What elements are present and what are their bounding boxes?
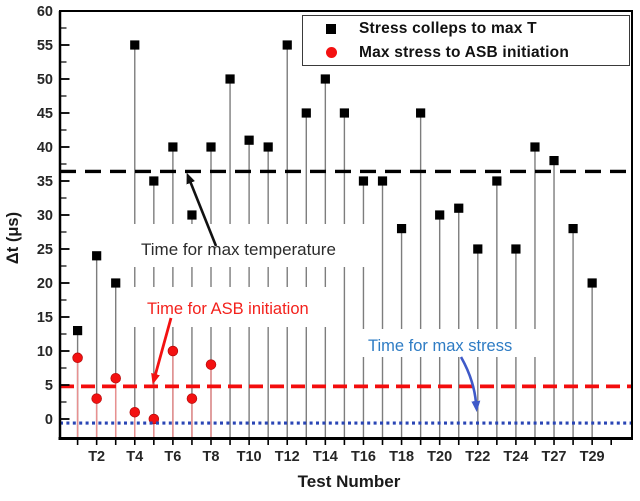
legend-label: Stress colleps to max T xyxy=(359,19,537,37)
data-point-square xyxy=(206,142,216,152)
max-stress-arrow xyxy=(459,356,481,412)
data-point-square xyxy=(130,40,140,50)
x-tick-label: T22 xyxy=(465,449,490,465)
data-point-square xyxy=(244,135,254,145)
x-tick-label: T18 xyxy=(389,449,414,465)
data-point-circle xyxy=(129,406,141,418)
data-point-square xyxy=(168,142,178,152)
data-point-circle xyxy=(91,393,102,404)
data-point-square xyxy=(92,251,102,261)
legend-item-stress-collapse: Stress colleps to max T xyxy=(303,17,629,41)
legend: Stress colleps to max T Max stress to AS… xyxy=(302,15,630,66)
data-point-square xyxy=(568,224,578,234)
asb-annotation-bg xyxy=(132,287,342,327)
legend-label: Max stress to ASB initiation xyxy=(359,43,570,61)
y-tick-label: 15 xyxy=(37,310,53,326)
data-point-circle xyxy=(186,393,198,404)
data-point-square xyxy=(73,326,83,336)
max-temp-annotation: Time for max temperature xyxy=(141,240,336,259)
data-point-square xyxy=(149,176,159,186)
x-tick-label: T2 xyxy=(88,449,105,465)
y-tick-label: 10 xyxy=(37,344,53,360)
x-tick-label: T12 xyxy=(275,449,300,465)
data-point-square xyxy=(377,176,388,186)
y-tick-label: 20 xyxy=(37,276,53,292)
data-point-square xyxy=(320,74,330,84)
y-tick-label: 55 xyxy=(37,38,53,54)
red-circle-marker-icon xyxy=(303,47,359,58)
x-tick-label: T24 xyxy=(503,449,528,465)
data-point-square xyxy=(396,224,407,234)
x-axis-title: Test Number xyxy=(297,472,401,491)
x-tick-label: T29 xyxy=(580,449,605,465)
max-temp-annotation-bg xyxy=(130,224,376,267)
black-square-marker-icon xyxy=(303,23,359,34)
points-layer xyxy=(72,40,597,425)
data-point-square xyxy=(282,40,292,50)
data-point-square xyxy=(225,74,235,84)
x-tick-label: T4 xyxy=(126,449,143,465)
y-axis-title: Δt (μs) xyxy=(4,211,22,265)
data-point-square xyxy=(301,108,311,118)
x-tick-label: T8 xyxy=(203,449,220,465)
data-point-square xyxy=(435,210,445,220)
data-point-square xyxy=(587,278,597,288)
y-tick-label: 25 xyxy=(37,242,53,258)
data-point-circle xyxy=(110,372,121,384)
max-stress-annotation-bg xyxy=(359,329,551,357)
data-point-square xyxy=(530,142,540,152)
y-tick-label: 30 xyxy=(37,208,53,224)
asb-annotation: Time for ASB initiation xyxy=(147,300,309,318)
max-stress-annotation: Time for max stress xyxy=(368,337,512,355)
data-point-square xyxy=(263,142,273,152)
x-tick-label: T10 xyxy=(237,449,262,465)
data-point-circle xyxy=(167,345,179,357)
asb-arrow xyxy=(151,317,173,385)
data-point-square xyxy=(187,210,197,220)
x-tick-label: T6 xyxy=(164,449,181,465)
y-tick-label: 40 xyxy=(37,140,53,156)
y-tick-label: 35 xyxy=(37,174,53,190)
data-point-square xyxy=(473,244,483,254)
data-point-circle xyxy=(148,413,160,425)
data-point-square xyxy=(416,108,426,118)
legend-item-max-stress: Max stress to ASB initiation xyxy=(303,41,629,65)
data-point-square xyxy=(339,108,349,118)
data-point-square xyxy=(511,244,521,254)
data-point-circle xyxy=(72,352,83,364)
data-point-square xyxy=(454,203,464,213)
data-point-square xyxy=(492,176,502,186)
ticks-layer: 0 5 10 15 20 25 30 35 40 45 50 55 60 T2 T4 T6 T8 T10 T12 T1… xyxy=(37,4,612,465)
y-tick-label: 45 xyxy=(37,106,53,122)
max-temp-arrow xyxy=(186,172,218,247)
y-tick-label: 0 xyxy=(45,412,53,428)
y-tick-label: 50 xyxy=(37,72,53,88)
x-tick-label: T16 xyxy=(351,449,376,465)
data-point-square xyxy=(111,278,121,288)
reference-lines-layer xyxy=(60,169,632,425)
y-tick-label: 5 xyxy=(45,378,53,394)
y-tick-label: 60 xyxy=(37,4,53,20)
x-tick-label: T20 xyxy=(427,449,452,465)
x-tick-label: T27 xyxy=(542,449,567,465)
data-point-square xyxy=(358,176,369,186)
x-tick-label: T14 xyxy=(313,449,338,465)
data-point-circle xyxy=(205,359,217,370)
data-point-square xyxy=(549,156,559,166)
